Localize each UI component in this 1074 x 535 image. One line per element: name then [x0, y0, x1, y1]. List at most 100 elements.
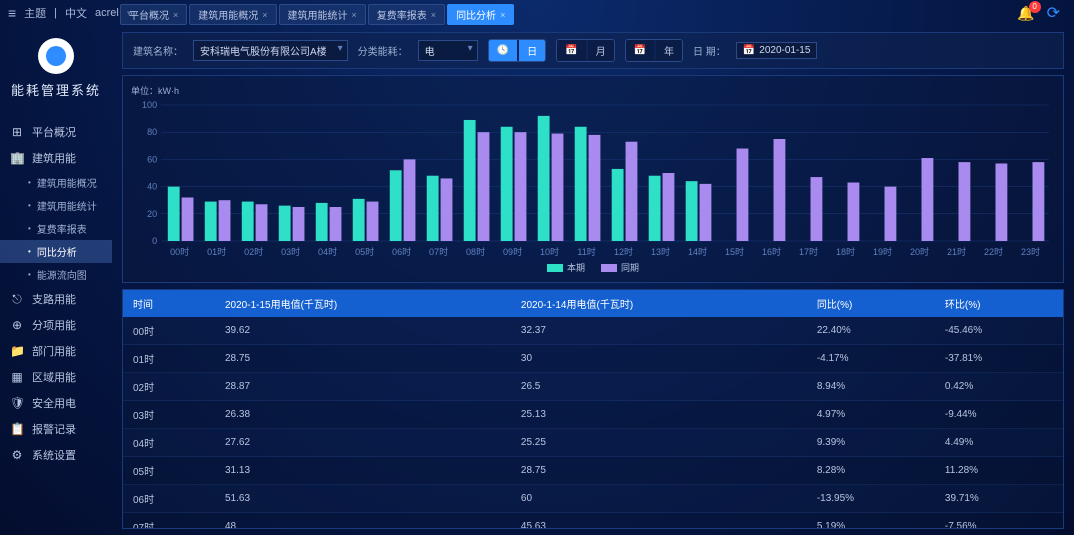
period-month-icon[interactable]: 📅 [557, 40, 585, 61]
svg-text:10时: 10时 [540, 246, 559, 257]
nav-label: 平台概况 [32, 124, 76, 140]
svg-text:14时: 14时 [688, 246, 707, 257]
svg-text:17时: 17时 [799, 246, 818, 257]
table-header: 时间 [123, 290, 215, 317]
close-icon[interactable]: × [431, 10, 436, 20]
table-cell: 28.75 [215, 345, 511, 373]
period-day-button[interactable]: 日 [519, 40, 545, 61]
legend-item[interactable]: 同期 [601, 261, 639, 274]
table-cell: -13.95% [807, 485, 935, 513]
building-label: 建筑名称： [133, 43, 183, 58]
table-cell: 60 [511, 485, 807, 513]
period-day-icon[interactable]: 🕓 [489, 40, 517, 61]
table-cell: 06时 [123, 485, 215, 513]
table-cell: 8.94% [807, 373, 935, 401]
theme-label: 主题 [24, 5, 46, 21]
data-table-wrap: 时间2020-1-15用电值(千瓦时)2020-1-14用电值(千瓦时)同比(%… [122, 289, 1064, 529]
lang-label[interactable]: 中文 [65, 5, 87, 21]
svg-text:02时: 02时 [244, 246, 263, 257]
nav-sub-item[interactable]: 能源流向图 [0, 263, 112, 286]
table-cell: 32.37 [511, 317, 807, 345]
svg-text:15时: 15时 [725, 246, 744, 257]
table-cell: 28.87 [215, 373, 511, 401]
period-year-button[interactable]: 年 [656, 40, 682, 61]
nav-sub-item[interactable]: 复费率报表 [0, 217, 112, 240]
nav-icon: 📁 [10, 344, 24, 358]
table-cell: -7.56% [935, 513, 1063, 530]
nav-item[interactable]: 📋 报警记录 [0, 416, 112, 442]
nav-sub-item[interactable]: 建筑用能概况 [0, 171, 112, 194]
nav-item[interactable]: 🛡安全用电 [0, 390, 112, 416]
tab[interactable]: 复费率报表× [368, 4, 445, 25]
table-cell: 11.28% [935, 457, 1063, 485]
table-cell: 51.63 [215, 485, 511, 513]
tab[interactable]: 同比分析× [447, 4, 514, 25]
table-cell: 0.42% [935, 373, 1063, 401]
table-header: 2020-1-15用电值(千瓦时) [215, 290, 511, 317]
nav-icon: ⊕ [10, 318, 24, 332]
table-header: 环比(%) [935, 290, 1063, 317]
nav-label: 报警记录 [32, 421, 76, 437]
nav-label: 分项用能 [32, 317, 76, 333]
table-cell: 26.5 [511, 373, 807, 401]
nav-item[interactable]: 🏢建筑用能 [0, 145, 112, 171]
svg-text:0: 0 [152, 236, 157, 246]
svg-text:01时: 01时 [207, 246, 226, 257]
period-month-button[interactable]: 月 [588, 40, 614, 61]
table-row: 04时27.6225.259.39%4.49% [123, 429, 1063, 457]
date-value: 2020-01-15 [759, 45, 810, 56]
category-select[interactable]: 电 [418, 40, 478, 61]
table-cell: 27.62 [215, 429, 511, 457]
table-cell: 01时 [123, 345, 215, 373]
table-cell: 02时 [123, 373, 215, 401]
tab[interactable]: 建筑用能统计× [279, 4, 366, 25]
table-cell: 45.63 [511, 513, 807, 530]
nav-item[interactable]: ⊞平台概况 [0, 119, 112, 145]
table-cell: 04时 [123, 429, 215, 457]
refresh-icon[interactable]: ⟳ [1047, 3, 1060, 23]
legend-item[interactable]: 本期 [547, 261, 585, 274]
nav-item[interactable]: ▦区域用能 [0, 364, 112, 390]
table-cell: -9.44% [935, 401, 1063, 429]
nav-sub-item[interactable]: 同比分析 [0, 240, 112, 263]
svg-text:12时: 12时 [614, 246, 633, 257]
table-cell: -37.81% [935, 345, 1063, 373]
close-icon[interactable]: × [262, 10, 267, 20]
nav-sub-item[interactable]: 建筑用能统计 [0, 194, 112, 217]
tab[interactable]: 建筑用能概况 × [189, 4, 276, 25]
nav-item[interactable]: ⚙系统设置 [0, 442, 112, 468]
table-cell: 03时 [123, 401, 215, 429]
period-year-icon[interactable]: 📅 [626, 40, 654, 61]
table-row: 06时51.6360-13.95%39.71% [123, 485, 1063, 513]
nav-icon: 📋 [10, 422, 24, 436]
date-input[interactable]: 📅 2020-01-15 [736, 42, 818, 59]
nav-icon: ⚙ [10, 448, 24, 462]
svg-text:00时: 00时 [170, 246, 189, 257]
nav-item[interactable]: ⎋支路用能 [0, 286, 112, 312]
bell-icon[interactable]: 🔔 0 [1017, 5, 1034, 22]
nav-item[interactable]: 📁部门用能 [0, 338, 112, 364]
building-select[interactable]: 安科瑞电气股份有限公司A楼 [193, 40, 348, 61]
table-cell: 8.28% [807, 457, 935, 485]
table-cell: 4.49% [935, 429, 1063, 457]
close-icon[interactable]: × [352, 10, 357, 20]
svg-text:20时: 20时 [910, 246, 929, 257]
nav-label: 区域用能 [32, 369, 76, 385]
nav-icon: 🏢 [10, 151, 24, 165]
close-icon[interactable]: × [173, 10, 178, 20]
tab[interactable]: 平台概况× [120, 4, 187, 25]
bell-badge: 0 [1029, 1, 1041, 13]
table-cell: 5.19% [807, 513, 935, 530]
calendar-icon: 📅 [743, 45, 755, 56]
nav-item[interactable]: ⊕ 分项用能 [0, 312, 112, 338]
table-cell: 07时 [123, 513, 215, 530]
svg-text:11时: 11时 [577, 246, 595, 257]
svg-text:23时: 23时 [1021, 246, 1040, 257]
user-label[interactable]: acrel [95, 7, 119, 19]
table-cell: 30 [511, 345, 807, 373]
tab-label: 建筑用能概况 [198, 7, 258, 22]
menu-toggle-icon[interactable]: ≡ [8, 5, 16, 21]
table-row: 03时26.3825.134.97%-9.44% [123, 401, 1063, 429]
close-icon[interactable]: × [500, 10, 505, 20]
table-cell: 25.25 [511, 429, 807, 457]
